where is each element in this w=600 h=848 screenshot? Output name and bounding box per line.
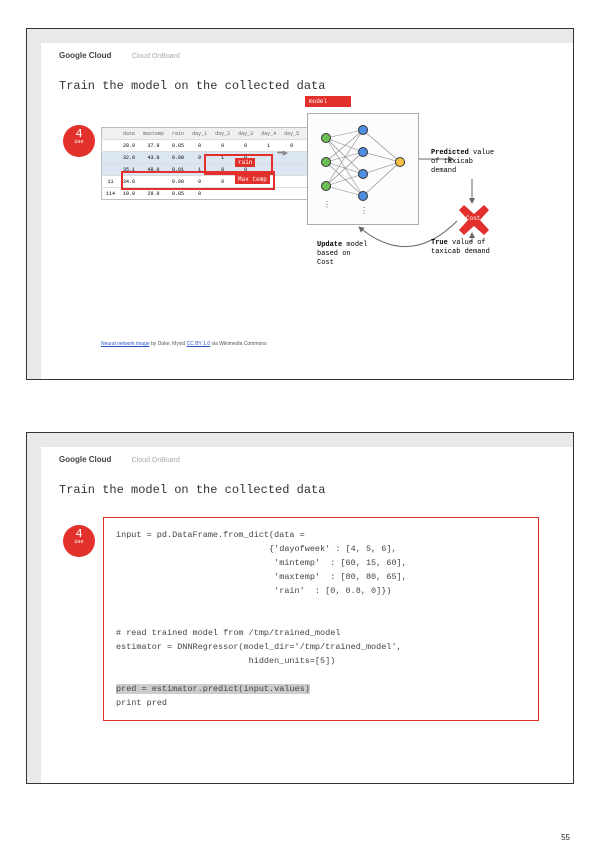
cost-label: Cost: [466, 215, 480, 222]
line-gutter: [29, 467, 39, 773]
ellipsis-icon: ⋮: [323, 200, 331, 209]
attribution-link: Neural network image: [101, 341, 150, 347]
predicted-bold: Predicted: [431, 149, 469, 157]
step-badge: 4 Use: [63, 125, 95, 157]
cost-x-icon: Cost: [459, 205, 489, 235]
slide-header: Google Cloud Cloud OnBoard: [59, 455, 180, 464]
brand-label: Google Cloud: [59, 51, 111, 60]
nn-input-node: [321, 133, 331, 143]
badge-label: Use: [63, 539, 95, 545]
arrow-dots: ••••▶: [277, 149, 287, 157]
update-text: Update modelbased onCost: [317, 241, 367, 268]
neural-net-box: model: [307, 113, 419, 225]
attribution: Neural network image by Dake, Mysid CC B…: [101, 341, 267, 347]
nn-hidden-node: [358, 169, 368, 179]
slide-2-panel: Google Cloud Cloud OnBoard Train the mod…: [41, 447, 573, 783]
update-bold: Update: [317, 241, 342, 249]
nn-input-node: [321, 157, 331, 167]
rain-tag: rain: [235, 158, 255, 167]
ellipsis-icon: ⋮: [360, 206, 368, 215]
code-block: input = pd.DataFrame.from_dict(data = {'…: [103, 517, 539, 721]
slide-1-panel: Google Cloud Cloud OnBoard Train the mod…: [41, 43, 573, 379]
nn-hidden-node: [358, 125, 368, 135]
nn-output-node: [395, 157, 405, 167]
brand-label: Google Cloud: [59, 455, 111, 464]
page-number: 55: [561, 833, 570, 842]
badge-number: 4: [63, 529, 95, 539]
badge-number: 4: [63, 129, 95, 139]
event-label: Cloud OnBoard: [132, 457, 180, 464]
page: Google Cloud Cloud OnBoard Train the mod…: [0, 0, 600, 848]
slide-2: Google Cloud Cloud OnBoard Train the mod…: [26, 432, 574, 784]
nn-hidden-node: [358, 191, 368, 201]
license-link: CC BY 1.0: [187, 341, 211, 347]
nn-hidden-node: [358, 147, 368, 157]
slide-title: Train the model on the collected data: [59, 79, 325, 93]
true-text: True value oftaxicab demand: [431, 239, 490, 257]
event-label: Cloud OnBoard: [132, 53, 180, 60]
slide-2-body: 4 Use input = pd.DataFrame.from_dict(dat…: [59, 513, 563, 763]
model-label: model: [305, 96, 351, 107]
slide-1: Google Cloud Cloud OnBoard Train the mod…: [26, 28, 574, 380]
maxtemp-tag: Max temp: [235, 175, 270, 184]
step-badge: 4 Use: [63, 525, 95, 557]
nn-input-node: [321, 181, 331, 191]
badge-label: Use: [63, 139, 95, 145]
slide-1-body: 4 Use datemaxtemprainday_1day_2day_3day_…: [59, 109, 563, 359]
line-gutter: [29, 63, 39, 369]
slide-header: Google Cloud Cloud OnBoard: [59, 51, 180, 60]
predicted-text: Predicted valueof taxicabdemand: [431, 149, 494, 176]
true-bold: True: [431, 239, 448, 247]
slide-title: Train the model on the collected data: [59, 483, 325, 497]
